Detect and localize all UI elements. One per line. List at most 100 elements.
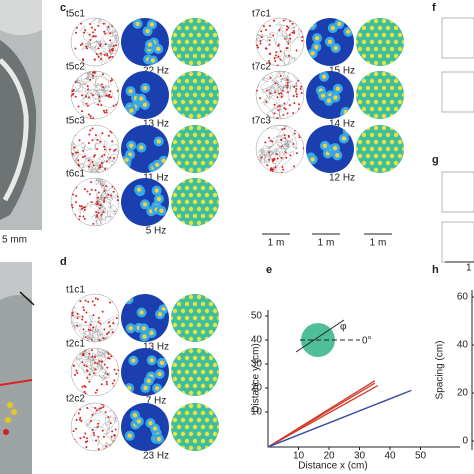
spike [289,125,292,127]
peak [370,68,374,72]
peak [208,213,214,219]
peak [414,19,418,23]
y-tick-label: 50 [251,311,263,322]
spike [86,440,89,443]
peak [180,376,186,382]
peak [185,453,189,457]
peak [237,337,241,341]
spike [83,188,86,191]
peak [165,58,169,62]
peak [180,167,186,173]
peak [221,61,225,65]
peak [201,119,205,123]
peak [233,342,237,346]
spike [103,198,106,201]
peak [188,71,194,77]
peak [225,186,229,190]
spike [295,171,298,173]
peak [208,78,214,84]
peak [212,362,218,368]
peak [171,329,174,335]
peak [225,214,229,218]
spike [105,445,108,448]
peak [221,281,225,285]
axis-line [267,389,412,448]
peak [418,79,422,83]
spike [265,89,268,92]
spike [72,430,75,433]
peak [229,19,233,23]
peak [373,85,379,91]
peak [217,68,221,72]
spike [111,77,114,80]
peak [180,18,186,24]
peak [196,417,202,423]
peak [184,213,190,219]
path-trace [78,178,119,226]
peak [184,410,190,416]
peak [176,315,182,321]
peak [192,92,198,98]
cell-label: t5c1 [66,9,85,20]
peak [241,12,245,16]
peak [233,161,237,165]
peak [193,453,197,457]
spike [280,138,283,141]
peak [346,12,350,16]
peak [245,168,249,172]
peak [241,330,245,334]
spike [101,132,104,135]
peak [233,370,237,374]
peak [357,18,363,24]
spike [108,357,111,360]
spike [105,185,108,188]
spike [110,435,113,438]
rate-label: 23 Hz [143,451,169,462]
spike [97,191,100,194]
peak [172,153,178,159]
peak [185,121,189,125]
peak [169,119,173,123]
peak [369,78,375,84]
peak [212,113,218,119]
spike [79,408,82,411]
peak [213,235,217,239]
peak [373,99,379,105]
spike [265,100,268,103]
peak [237,47,241,51]
peak [229,377,233,381]
peak [233,65,237,69]
peak [237,5,241,9]
spike [82,328,85,331]
spike [81,207,84,210]
spike [113,149,116,152]
peak [176,160,182,166]
spike [103,111,106,114]
spike [87,96,90,99]
spike [278,28,281,31]
peak [426,12,430,16]
peak [245,235,249,239]
x-tick-label: 30 [354,451,366,462]
peak [221,126,225,130]
spike [110,355,113,358]
peak [184,39,190,45]
peak [410,79,414,83]
peak [188,153,194,159]
peak [172,32,178,38]
spike [74,47,77,50]
spike [109,148,112,151]
spike [86,47,89,50]
peak [188,125,194,131]
peak [338,12,342,16]
spike [101,360,104,363]
peak [393,160,399,166]
spike [289,20,292,23]
peak [173,58,177,62]
peak [237,168,241,172]
rate-fields [315,71,351,119]
peak [356,92,359,98]
peak [176,106,182,112]
peak [245,112,249,116]
peak [390,5,394,9]
